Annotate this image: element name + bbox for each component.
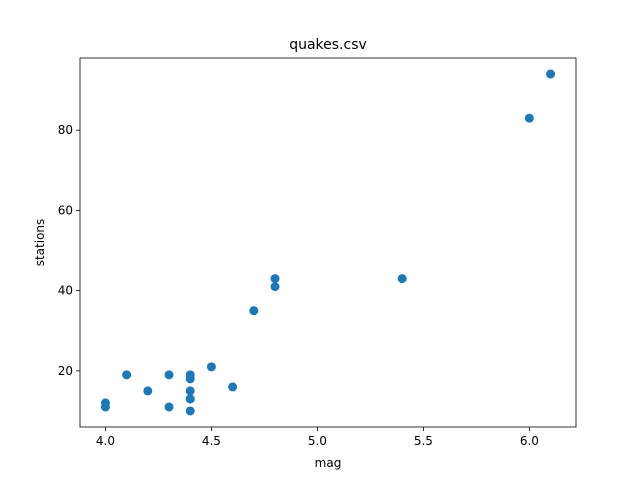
data-point	[185, 394, 195, 404]
x-tick-label: 4.5	[202, 434, 221, 448]
x-tick-label: 5.5	[414, 434, 433, 448]
data-point	[524, 113, 534, 123]
x-tick-label: 4.0	[96, 434, 115, 448]
x-axis-ticks: 4.0 4.5 5.0 5.5 6.0	[96, 427, 539, 448]
x-tick-label: 5.0	[308, 434, 327, 448]
data-point	[270, 282, 280, 292]
x-axis-label: mag	[315, 456, 342, 470]
chart-title: quakes.csv	[289, 37, 367, 53]
y-tick-label: 20	[58, 364, 73, 378]
data-point	[122, 370, 132, 380]
y-tick-label: 60	[58, 203, 73, 217]
data-point	[100, 398, 110, 408]
data-point	[397, 274, 407, 284]
data-point	[185, 406, 195, 416]
data-point	[185, 370, 195, 380]
data-point	[546, 69, 556, 79]
y-tick-label: 40	[58, 284, 73, 298]
data-point	[228, 382, 238, 392]
x-tick-label: 6.0	[520, 434, 539, 448]
points-layer	[100, 69, 556, 416]
data-point	[164, 402, 174, 412]
data-point	[206, 362, 216, 372]
y-tick-label: 80	[58, 123, 73, 137]
data-point	[185, 386, 195, 396]
plot-area-frame	[79, 57, 577, 428]
data-point	[249, 306, 259, 316]
data-point	[143, 386, 153, 396]
data-point	[164, 370, 174, 380]
data-point	[270, 274, 280, 284]
y-axis-label: stations	[33, 219, 47, 267]
y-axis-ticks: 20 40 60 80	[58, 123, 80, 378]
